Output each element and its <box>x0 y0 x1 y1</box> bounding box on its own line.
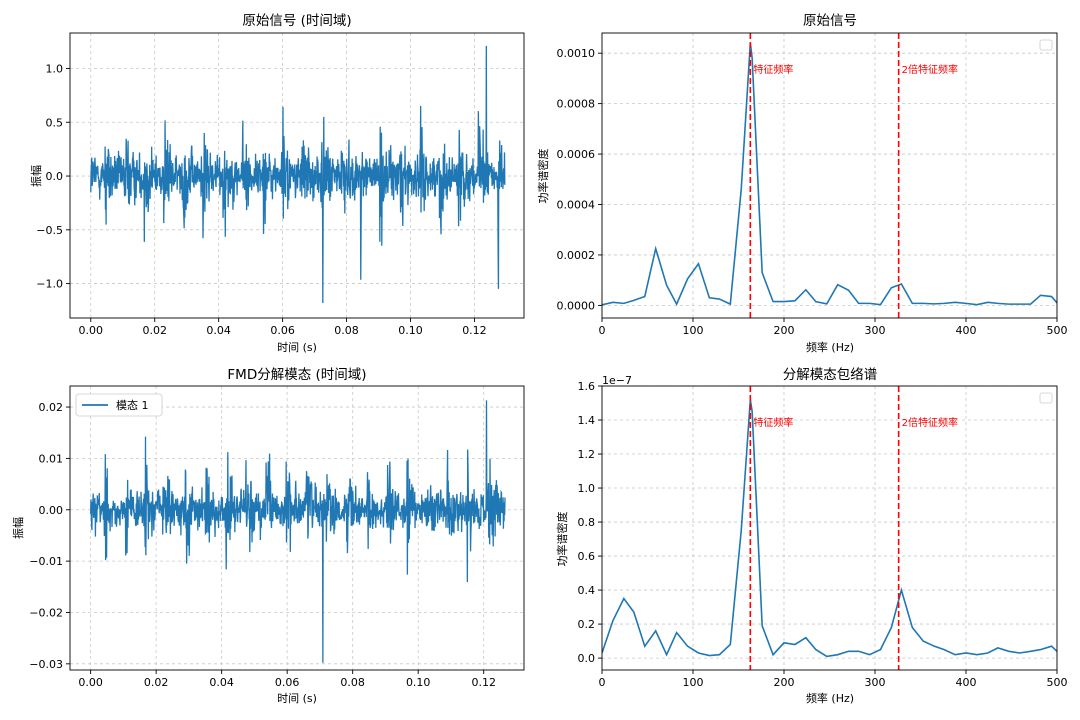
x-tick-label: 0.02 <box>144 676 169 689</box>
axes-frame <box>601 32 1058 319</box>
x-tick-label: 0 <box>599 676 606 689</box>
legend-box <box>1039 39 1053 51</box>
chart-title: 分解模态包络谱 <box>783 367 878 383</box>
axes-frame <box>69 32 525 319</box>
chart-plot-area: 特征频率 2倍特征频率 0 100 200 300 400 500 0.0 0.2 0.4 0.6 0.… <box>578 380 1068 689</box>
x-tick-label: 0.06 <box>270 324 295 337</box>
legend: 模态 1 <box>75 393 163 417</box>
x-tick-label: 500 <box>1047 324 1068 337</box>
spectrum-line <box>602 42 1057 306</box>
chart-title: FMD分解模态 (时间域) <box>227 367 366 383</box>
y-tick-label: 0.0010 <box>557 47 596 60</box>
x-axis-label: 时间 (s) <box>277 341 317 354</box>
x-tick-label: 0.06 <box>275 676 300 689</box>
y-tick-label: 0.8 <box>578 516 596 529</box>
y-axis-label: 振幅 <box>11 517 25 539</box>
panel-time-signal: 原始信号 (时间域) 0.00 0.02 0.04 0.06 0.08 0.10 0.12 −… <box>29 13 525 354</box>
y-axis-label: 振幅 <box>29 165 43 187</box>
y-axis-label: 功率谱密度 <box>536 149 550 204</box>
x-tick-label: 0.12 <box>471 676 496 689</box>
x-tick-label: 0.10 <box>406 676 431 689</box>
x-tick-label: 0.08 <box>340 676 365 689</box>
x-tick-label: 0.12 <box>462 324 487 337</box>
y-tick-label: 1.0 <box>46 62 64 75</box>
x-tick-label: 300 <box>865 676 886 689</box>
x-tick-label: 400 <box>956 676 977 689</box>
y-tick-label: −0.02 <box>29 606 63 619</box>
x-tick-label: 0.10 <box>398 324 423 337</box>
y-tick-label: 0.0006 <box>557 148 596 161</box>
chart-plot-area: 特征频率 2倍特征频率 0 100 200 300 400 500 0.0000 0.0002 0.… <box>557 32 1068 337</box>
panel-envelope-spectrum: 分解模态包络谱 1e−7 特征频率 2倍特征频率 0 100 200 300 400 500 0… <box>555 367 1068 705</box>
legend-box <box>1039 392 1053 404</box>
fundamental-frequency-label: 特征频率 <box>753 63 793 76</box>
legend-box <box>75 393 163 417</box>
y-tick-label: 0.0004 <box>557 199 596 212</box>
chart-plot-area: 0.00 0.02 0.04 0.06 0.08 0.10 0.12 −0.03 −0.02 −0… <box>29 385 525 689</box>
panel-spectrum: 原始信号 特征频率 2倍特征频率 0 100 200 300 400 500 0.0000 0.0… <box>536 13 1068 354</box>
y-tick-label: 0.01 <box>39 452 64 465</box>
spectrum-line <box>602 399 1057 658</box>
x-tick-label: 0 <box>599 324 606 337</box>
x-tick-label: 300 <box>865 324 886 337</box>
y-tick-label: 0.0000 <box>557 299 596 312</box>
y-tick-label: 0.0008 <box>557 98 596 111</box>
y-tick-label: 0.4 <box>578 584 596 597</box>
x-axis-label: 时间 (s) <box>277 692 317 705</box>
panel-mode-time: FMD分解模态 (时间域) 0.00 0.02 0.04 0.06 0.08 0.10 0.… <box>11 367 525 705</box>
x-tick-label: 0.02 <box>142 324 167 337</box>
x-axis-label: 频率 (Hz) <box>806 691 854 705</box>
axes-frame <box>601 385 1058 671</box>
x-tick-label: 0.00 <box>78 676 103 689</box>
legend-label: 模态 1 <box>116 399 149 412</box>
x-tick-label: 0.04 <box>209 676 234 689</box>
y-tick-label: 1.0 <box>578 482 596 495</box>
x-tick-label: 200 <box>774 676 795 689</box>
second-harmonic-label: 2倍特征频率 <box>902 63 958 76</box>
y-tick-label: 0.0 <box>578 652 596 665</box>
axes-frame <box>69 385 525 671</box>
y-offset-text: 1e−7 <box>602 374 632 387</box>
x-tick-label: 0.04 <box>206 324 231 337</box>
y-tick-label: −1.0 <box>36 278 63 291</box>
y-tick-label: 0.0 <box>46 170 64 183</box>
fundamental-frequency-label: 特征频率 <box>753 416 793 429</box>
y-tick-label: 0.02 <box>39 401 64 414</box>
y-tick-label: 0.6 <box>578 550 596 563</box>
x-axis-label: 频率 (Hz) <box>806 340 854 354</box>
chart-plot-area: 0.00 0.02 0.04 0.06 0.08 0.10 0.12 −1.0 −0.5 0.0 0… <box>36 32 525 337</box>
y-tick-label: 1.6 <box>578 380 596 393</box>
y-axis-label: 功率谱密度 <box>555 512 569 567</box>
chart-title: 原始信号 <box>803 13 857 29</box>
x-tick-label: 100 <box>683 676 704 689</box>
chart-title: 原始信号 (时间域) <box>242 13 351 29</box>
y-tick-label: 0.0002 <box>557 249 596 262</box>
y-tick-label: 0.5 <box>46 116 64 129</box>
second-harmonic-label: 2倍特征频率 <box>902 416 958 429</box>
y-tick-label: −0.5 <box>36 224 63 237</box>
x-tick-label: 0.08 <box>334 324 359 337</box>
signal-line <box>89 400 506 663</box>
x-tick-label: 200 <box>774 324 795 337</box>
y-tick-label: 1.2 <box>578 448 596 461</box>
signal-line <box>90 45 506 303</box>
y-tick-label: 0.00 <box>39 504 64 517</box>
x-tick-label: 500 <box>1047 676 1068 689</box>
y-tick-label: 0.2 <box>578 618 596 631</box>
x-tick-label: 0.00 <box>79 324 104 337</box>
y-tick-label: −0.03 <box>29 658 63 671</box>
y-tick-label: 1.4 <box>578 414 596 427</box>
x-tick-label: 100 <box>683 324 704 337</box>
x-tick-label: 400 <box>956 324 977 337</box>
y-tick-label: −0.01 <box>29 555 63 568</box>
